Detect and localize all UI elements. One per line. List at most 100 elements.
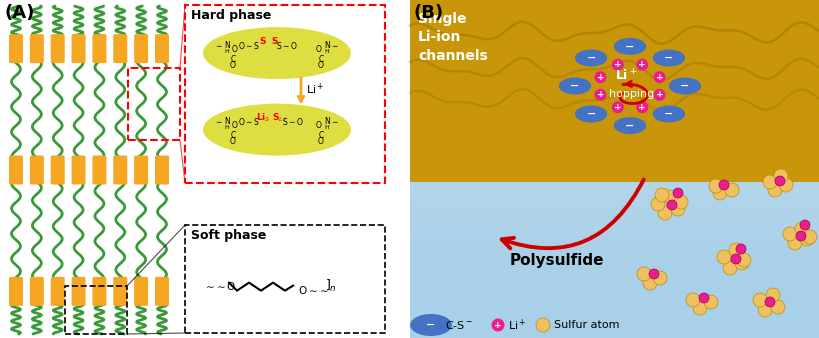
FancyBboxPatch shape	[29, 34, 43, 63]
Circle shape	[752, 293, 766, 307]
FancyBboxPatch shape	[9, 277, 23, 306]
Text: O: O	[315, 45, 322, 53]
Circle shape	[636, 267, 650, 281]
Bar	[410, 230, 819, 236]
Text: H: H	[224, 125, 229, 130]
FancyBboxPatch shape	[155, 155, 169, 185]
Text: S: S	[260, 37, 266, 46]
Circle shape	[692, 301, 706, 315]
FancyBboxPatch shape	[71, 277, 85, 306]
Circle shape	[802, 230, 816, 244]
Bar	[65, 286, 127, 334]
Circle shape	[636, 101, 648, 113]
Circle shape	[657, 206, 672, 220]
Text: O: O	[230, 137, 236, 146]
Text: +: +	[596, 73, 604, 82]
FancyBboxPatch shape	[71, 34, 85, 63]
Bar	[410, 218, 819, 224]
FancyBboxPatch shape	[51, 34, 65, 63]
Text: O: O	[315, 121, 322, 130]
Text: +: +	[655, 73, 663, 82]
Ellipse shape	[559, 77, 590, 95]
Circle shape	[698, 293, 708, 303]
Text: S$\sim$O: S$\sim$O	[276, 40, 297, 51]
Text: $\sim$: $\sim$	[330, 41, 339, 50]
Text: +: +	[638, 60, 645, 69]
Bar	[0, 0, 410, 338]
Circle shape	[611, 59, 623, 71]
FancyBboxPatch shape	[93, 34, 106, 63]
Text: $\sim$: $\sim$	[215, 41, 224, 50]
FancyBboxPatch shape	[134, 277, 148, 306]
Text: O$\sim$S: O$\sim$S	[238, 116, 260, 127]
Bar	[410, 254, 819, 260]
Text: +: +	[596, 90, 604, 99]
FancyBboxPatch shape	[134, 155, 148, 185]
Text: $]_n$: $]_n$	[324, 277, 337, 294]
Text: O$\sim$S: O$\sim$S	[238, 40, 260, 51]
Text: −: −	[663, 53, 672, 63]
Circle shape	[734, 256, 748, 270]
Bar	[410, 200, 819, 206]
FancyBboxPatch shape	[155, 34, 169, 63]
Text: N: N	[324, 117, 329, 126]
Circle shape	[653, 71, 665, 83]
Text: $\sim$: $\sim$	[215, 117, 224, 126]
Bar	[410, 242, 819, 248]
Text: C: C	[318, 131, 324, 140]
Text: S: S	[271, 37, 278, 46]
FancyBboxPatch shape	[113, 277, 127, 306]
Circle shape	[672, 188, 682, 198]
Text: −: −	[586, 53, 595, 63]
Bar	[410, 182, 819, 338]
Text: N: N	[224, 117, 229, 126]
Text: +: +	[613, 60, 621, 69]
Circle shape	[735, 244, 745, 254]
FancyBboxPatch shape	[51, 155, 65, 185]
Circle shape	[794, 222, 808, 236]
Bar	[128, 68, 180, 140]
Text: +: +	[613, 103, 621, 112]
Text: C-S$^-$: C-S$^-$	[445, 319, 473, 331]
Bar	[410, 224, 819, 230]
Bar	[410, 182, 819, 188]
Circle shape	[773, 169, 787, 183]
Circle shape	[795, 231, 805, 241]
Text: $\sim\!\sim$O: $\sim\!\sim$O	[203, 280, 236, 292]
Circle shape	[716, 250, 730, 264]
Circle shape	[594, 71, 606, 83]
Text: −: −	[680, 81, 689, 91]
FancyBboxPatch shape	[9, 155, 23, 185]
Text: N: N	[324, 41, 329, 50]
Circle shape	[650, 197, 664, 211]
Bar	[410, 206, 819, 212]
Text: C: C	[318, 54, 324, 64]
Text: −: −	[625, 121, 634, 130]
Bar	[410, 0, 819, 182]
Text: O$\sim\!\sim$: O$\sim\!\sim$	[297, 284, 328, 296]
Circle shape	[724, 183, 738, 197]
Ellipse shape	[652, 49, 684, 67]
Text: hopping: hopping	[609, 89, 654, 99]
Circle shape	[636, 59, 648, 71]
FancyBboxPatch shape	[71, 155, 85, 185]
Text: S$_{Li}$: S$_{Li}$	[272, 111, 286, 124]
Circle shape	[799, 220, 809, 230]
Text: O: O	[318, 137, 324, 146]
Circle shape	[611, 101, 623, 113]
Circle shape	[765, 288, 779, 302]
Circle shape	[642, 276, 656, 290]
Circle shape	[686, 293, 699, 307]
Bar	[410, 194, 819, 200]
Text: −: −	[625, 41, 634, 51]
Text: (A): (A)	[4, 4, 34, 22]
Bar	[410, 188, 819, 194]
Circle shape	[718, 180, 728, 190]
FancyBboxPatch shape	[29, 155, 43, 185]
Text: O: O	[232, 121, 238, 130]
Circle shape	[708, 179, 722, 193]
Text: S$\sim$O: S$\sim$O	[282, 116, 304, 127]
FancyBboxPatch shape	[134, 34, 148, 63]
Text: Li$^+$: Li$^+$	[305, 82, 324, 97]
Text: +: +	[494, 320, 501, 330]
